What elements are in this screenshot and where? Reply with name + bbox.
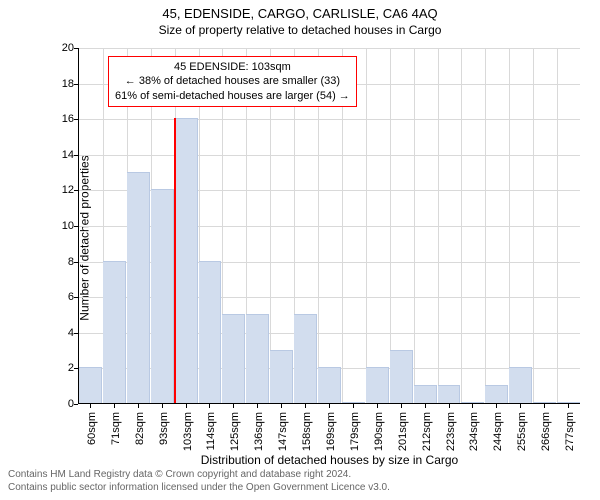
- histogram-bar: [199, 261, 222, 403]
- x-tick-label: 71sqm: [110, 412, 122, 445]
- callout-line1: 45 EDENSIDE: 103sqm: [115, 60, 350, 74]
- x-tick-label: 169sqm: [325, 412, 337, 451]
- histogram-bar: [342, 402, 365, 403]
- histogram-bar: [318, 367, 341, 403]
- x-tick-label: 266sqm: [540, 412, 552, 451]
- x-tick-label: 103sqm: [182, 412, 194, 451]
- histogram-bar: [103, 261, 126, 403]
- x-tick-label: 82sqm: [134, 412, 146, 445]
- histogram-bar: [79, 367, 102, 403]
- histogram-bar: [246, 314, 269, 403]
- x-tick-label: 255sqm: [516, 412, 528, 451]
- x-tick-label: 147sqm: [277, 412, 289, 451]
- histogram-bar: [127, 172, 150, 403]
- x-tick-label: 234sqm: [468, 412, 480, 451]
- x-tick-label: 190sqm: [373, 412, 385, 451]
- x-tick-label: 125sqm: [229, 412, 241, 451]
- y-tick-label: 4: [54, 327, 74, 339]
- x-tick-label: 212sqm: [421, 412, 433, 451]
- histogram-bar: [533, 402, 556, 403]
- x-tick-label: 244sqm: [492, 412, 504, 451]
- x-tick-label: 223sqm: [445, 412, 457, 451]
- x-tick-label: 277sqm: [564, 412, 576, 451]
- y-tick-label: 2: [54, 362, 74, 374]
- x-tick-label: 114sqm: [205, 412, 217, 450]
- footer-line-1: Contains HM Land Registry data © Crown c…: [8, 468, 390, 481]
- histogram-bar: [485, 385, 508, 403]
- histogram-bar: [270, 350, 293, 403]
- attribution-footer: Contains HM Land Registry data © Crown c…: [8, 468, 390, 494]
- y-tick-label: 12: [54, 184, 74, 196]
- histogram-bar: [461, 402, 484, 403]
- x-axis-label: Distribution of detached houses by size …: [79, 453, 580, 467]
- histogram-bar: [175, 118, 198, 403]
- callout-line2: ← 38% of detached houses are smaller (33…: [115, 74, 350, 88]
- x-tick-label: 93sqm: [158, 412, 170, 445]
- histogram-bar: [390, 350, 413, 403]
- y-tick-label: 6: [54, 291, 74, 303]
- highlight-marker: [174, 118, 176, 403]
- x-tick-label: 201sqm: [397, 412, 409, 451]
- callout-line3: 61% of semi-detached houses are larger (…: [115, 89, 350, 103]
- histogram-bar: [151, 189, 174, 403]
- histogram-bar: [557, 402, 580, 403]
- x-tick-label: 60sqm: [86, 412, 98, 445]
- y-tick-label: 14: [54, 149, 74, 161]
- y-tick-label: 10: [54, 220, 74, 232]
- histogram-bar: [509, 367, 532, 403]
- y-tick-label: 16: [54, 113, 74, 125]
- x-tick-label: 158sqm: [301, 412, 313, 451]
- footer-line-2: Contains public sector information licen…: [8, 481, 390, 494]
- chart-area: Number of detached properties 0246810121…: [50, 48, 580, 428]
- histogram-bar: [294, 314, 317, 403]
- histogram-bar: [366, 367, 389, 403]
- histogram-bar: [222, 314, 245, 403]
- chart-title: 45, EDENSIDE, CARGO, CARLISLE, CA6 4AQ: [0, 0, 600, 21]
- chart-subtitle: Size of property relative to detached ho…: [0, 21, 600, 37]
- x-tick-label: 179sqm: [349, 412, 361, 451]
- histogram-bar: [438, 385, 461, 403]
- x-tick-label: 136sqm: [253, 412, 265, 451]
- y-tick-label: 8: [54, 256, 74, 268]
- histogram-bar: [414, 385, 437, 403]
- y-tick-label: 18: [54, 78, 74, 90]
- y-tick-label: 20: [54, 42, 74, 54]
- y-tick-label: 0: [54, 398, 74, 410]
- callout-box: 45 EDENSIDE: 103sqm← 38% of detached hou…: [108, 56, 357, 107]
